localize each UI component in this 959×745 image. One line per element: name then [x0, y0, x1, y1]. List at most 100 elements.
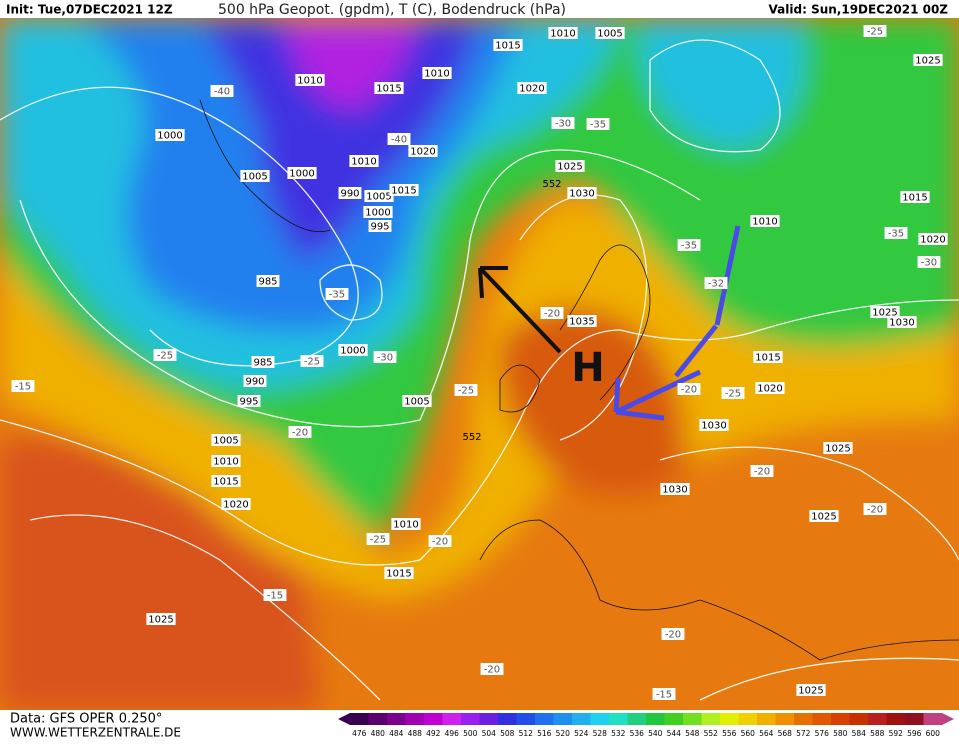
legend-label: 600 [926, 729, 941, 738]
map-label: 1010 [351, 157, 376, 168]
legend-label: 544 [667, 729, 682, 738]
legend-swatch [424, 713, 443, 725]
label-box [408, 145, 438, 157]
map-label: -25 [458, 386, 474, 397]
map-label: -35 [329, 290, 345, 301]
label-box [555, 160, 585, 172]
legend-swatch [794, 713, 813, 725]
legend-swatch [775, 713, 795, 725]
label-box [389, 184, 419, 196]
map-label: 1015 [755, 353, 780, 364]
legend-swatch [720, 713, 739, 725]
legend-label: 496 [445, 729, 460, 738]
label-box [256, 275, 280, 287]
legend-swatch [553, 713, 573, 725]
map-label: -30 [555, 119, 571, 130]
label-box [809, 510, 839, 522]
label-box [750, 215, 780, 227]
map-label: 1010 [752, 217, 777, 228]
legend-swatch [849, 713, 869, 725]
map-label: 1020 [757, 384, 782, 395]
label-box [287, 167, 317, 179]
legend-swatch [868, 713, 887, 725]
legend-swatch [923, 713, 943, 725]
label-box [796, 684, 826, 696]
legend-label: 588 [870, 729, 885, 738]
legend-swatch [590, 713, 610, 725]
legend-swatch [405, 713, 425, 725]
legend-label: 524 [574, 729, 589, 738]
legend-swatch [831, 713, 850, 725]
label-box [295, 74, 325, 86]
map-label: 1030 [889, 318, 914, 329]
label-box [755, 382, 785, 394]
map-label: -20 [484, 665, 500, 676]
legend-label: 520 [556, 729, 571, 738]
label-box [153, 349, 177, 361]
label-box [422, 67, 452, 79]
label-box [325, 288, 349, 300]
legend-label: 484 [389, 729, 404, 738]
label-box [660, 483, 690, 495]
label-box [586, 118, 610, 130]
label-box [677, 239, 701, 251]
legend-label: 516 [537, 729, 552, 738]
map-label: 1030 [701, 421, 726, 432]
label-box [900, 191, 930, 203]
label-box [493, 39, 523, 51]
map-field [0, 18, 959, 710]
label-box [567, 187, 597, 199]
map-label: -20 [544, 309, 560, 320]
legend-swatch [498, 713, 517, 725]
map-label: 1010 [393, 520, 418, 531]
legend-swatch [646, 713, 665, 725]
legend-label: 492 [426, 729, 441, 738]
map-label: -25 [867, 27, 883, 38]
geopotential-label: 552 [542, 179, 561, 190]
label-box [373, 351, 397, 363]
legend-swatch [627, 713, 647, 725]
label-box [237, 395, 261, 407]
map-label: 1010 [550, 29, 575, 40]
init-time: Init: Tue,07DEC2021 12Z [6, 3, 173, 17]
map-label: -15 [267, 591, 283, 602]
legend-swatch [905, 713, 924, 725]
legend-swatch [757, 713, 776, 725]
legend-label: 480 [371, 729, 386, 738]
valid-time: Valid: Sun,19DEC2021 00Z [769, 3, 949, 17]
label-box [391, 518, 421, 530]
map-label: 1000 [365, 208, 390, 219]
legend-label: 560 [741, 729, 756, 738]
map-label: 990 [245, 377, 264, 388]
map-label: -15 [656, 690, 672, 701]
label-box [366, 533, 390, 545]
label-box [699, 419, 729, 431]
label-box [146, 613, 176, 625]
map-label: 1015 [391, 186, 416, 197]
map-label: -20 [681, 385, 697, 396]
map-label: -20 [665, 630, 681, 641]
map-labels: 1015 1010 1005 1010 1010 1015 1020 1000 1020 1010… [11, 25, 948, 701]
map-label: 1000 [157, 131, 182, 142]
legend-swatch [683, 713, 702, 725]
map-label: 1020 [410, 147, 435, 158]
map-label: 1000 [340, 346, 365, 357]
analysis-arrows [478, 225, 741, 421]
label-box [884, 227, 908, 239]
map-label: 1025 [872, 308, 897, 319]
map-label: 1030 [662, 485, 687, 496]
label-box [704, 277, 728, 289]
map-label: 1010 [213, 457, 238, 468]
label-box [517, 82, 547, 94]
label-box [595, 27, 625, 39]
legend-label: 512 [519, 729, 534, 738]
legend-label: 596 [907, 729, 922, 738]
legend-swatch [572, 713, 591, 725]
label-box [240, 170, 270, 182]
label-box [11, 380, 35, 392]
legend-label: 580 [833, 729, 848, 738]
label-box [363, 206, 393, 218]
map-label: 1015 [495, 41, 520, 52]
legend-label: 568 [778, 729, 793, 738]
label-box [210, 85, 234, 97]
